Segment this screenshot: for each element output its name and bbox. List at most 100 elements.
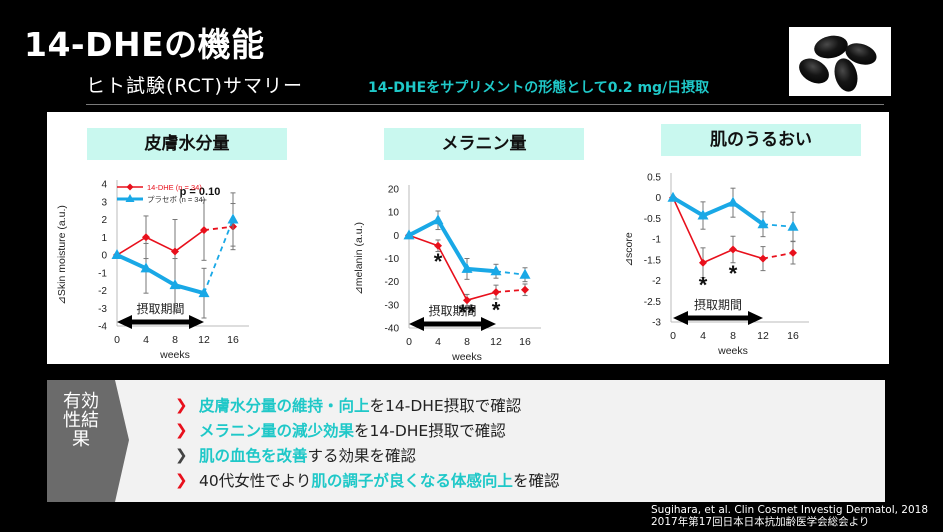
y-tick-label: 0 <box>101 251 107 262</box>
data-point-placebo <box>432 214 444 225</box>
significance-marker: ** <box>458 300 476 325</box>
x-tick-label: 0 <box>406 336 412 348</box>
y-tick-label: -1 <box>652 235 661 246</box>
y-tick-label: -1 <box>98 268 107 279</box>
data-point-dhe <box>521 285 529 294</box>
intake-note: 14-DHEをサプリメントの形態として0.2 mg/日摂取 <box>368 80 710 96</box>
result-highlight-text: 肌の調子が良くなる体感向上 <box>311 471 513 490</box>
y-tick-label: 0 <box>393 231 399 242</box>
y-axis-label: ⊿Skin moisture (a.u.) <box>56 205 68 305</box>
y-tick-label: 1 <box>101 233 107 244</box>
series-line-dhe <box>408 234 497 301</box>
y-tick-label: -1.5 <box>644 255 662 266</box>
results-tab <box>47 380 129 502</box>
x-tick-label: 0 <box>114 334 120 346</box>
charts-panel: 皮膚水分量 メラニン量 肌のうるおい 4 3 2 1 0 -1 -2 -3 -4 0 4 8 12 16 w… <box>47 112 889 364</box>
p-value-annotation: p = 0.10 <box>180 186 221 198</box>
y-tick-label: -2 <box>98 286 107 297</box>
result-item: ❯ メラニン量の減少効果 を14-DHE摂取で確認 <box>175 417 559 442</box>
data-point-dhe <box>699 258 707 267</box>
result-item: ❯ 皮膚水分量の維持・向上 を14-DHE摂取で確認 <box>175 392 559 417</box>
y-tick-label: 0 <box>655 193 661 204</box>
x-tick-label: 16 <box>519 336 531 348</box>
significance-marker: * <box>492 297 501 322</box>
header-divider <box>86 104 884 105</box>
result-text: を14-DHE摂取で確認 <box>354 421 506 440</box>
series-line-dhe <box>116 229 205 256</box>
chart-title-melanin: メラニン量 <box>384 128 584 160</box>
data-point-dhe <box>463 296 471 305</box>
series-line-placebo <box>116 253 205 296</box>
x-tick-label: 12 <box>198 334 210 346</box>
y-tick-label: -30 <box>385 300 400 311</box>
chart-skin-moisture: 4 3 2 1 0 -1 -2 -3 -4 0 4 8 12 16 weeks ⊿Skin moisture … <box>56 180 249 361</box>
result-item: ❯ 40代女性でより 肌の調子が良くなる体感向上 を確認 <box>175 467 559 492</box>
result-text: を確認 <box>512 471 560 490</box>
y-tick-label: -3 <box>98 304 107 315</box>
result-text: 40代女性でより <box>199 471 312 490</box>
x-tick-label: 12 <box>757 330 769 342</box>
y-tick-label: -4 <box>98 322 107 333</box>
data-point-dhe <box>171 247 179 256</box>
results-box: 有効性結果 ❯ 皮膚水分量の維持・向上 を14-DHE摂取で確認 ❯ メラニン量の減少効… <box>47 380 885 502</box>
significance-marker: * <box>729 261 738 286</box>
y-tick-label: -20 <box>385 277 400 288</box>
y-tick-label: -0.5 <box>644 214 662 225</box>
arrow-left-icon <box>117 315 132 329</box>
data-point-placebo <box>697 209 709 220</box>
x-tick-label: 8 <box>172 334 178 346</box>
data-point-dhe <box>789 248 797 257</box>
arrow-right-icon <box>481 317 496 331</box>
results-tab-label: 有効性結果 <box>63 391 99 450</box>
chart-title-skin-hydration: 肌のうるおい <box>661 124 861 156</box>
result-item: ❯ 肌の血色を改善 する効果を確認 <box>175 442 559 467</box>
y-axis-label: ⊿melanin (a.u.) <box>353 222 365 295</box>
reference-conference: 2017年第17回日本日本抗加齢医学会総会より <box>651 516 870 528</box>
data-point-placebo <box>519 268 531 279</box>
chart-title-skin-moisture: 皮膚水分量 <box>87 128 287 160</box>
period-label: 摂取期間 <box>136 301 184 316</box>
chevron-right-icon: ❯ <box>175 395 188 414</box>
x-tick-label: 4 <box>143 334 149 346</box>
arrow-left-icon <box>673 311 688 325</box>
x-tick-label: 8 <box>464 336 470 348</box>
x-tick-label: 4 <box>435 336 441 348</box>
significance-marker: * <box>699 273 708 298</box>
arrow-right-icon <box>189 315 204 329</box>
y-tick-label: -2.5 <box>644 297 662 308</box>
chevron-right-icon: ❯ <box>175 445 188 464</box>
y-tick-label: -3 <box>652 318 661 329</box>
data-point-placebo <box>198 287 210 298</box>
result-text: する効果を確認 <box>307 446 417 465</box>
reference: Sugihara, et al. Clin Cosmet Investig De… <box>651 504 928 528</box>
x-tick-label: 16 <box>227 334 239 346</box>
y-tick-label: -2 <box>652 276 661 287</box>
x-axis-label: weeks <box>159 349 190 361</box>
period-label: 摂取期間 <box>694 297 742 312</box>
results-list: ❯ 皮膚水分量の維持・向上 を14-DHE摂取で確認 ❯ メラニン量の減少効果 を14-D… <box>175 392 559 492</box>
y-tick-label: -40 <box>385 324 400 335</box>
chart-skin-hydration: 0.5 0 -0.5 -1 -1.5 -2 -2.5 -3 0 4 8 12 16 weeks ⊿score… <box>623 173 809 357</box>
data-point-placebo <box>667 191 679 202</box>
data-point-placebo <box>787 220 799 231</box>
data-point-placebo <box>727 196 739 207</box>
y-axis-label: ⊿score <box>623 232 635 267</box>
data-point-placebo <box>140 262 152 273</box>
legend-label: 14-DHE (n = 34) <box>147 183 202 192</box>
arrow-right-icon <box>748 311 763 325</box>
series-line-followup <box>762 223 794 228</box>
data-point-placebo <box>461 262 473 273</box>
data-point-placebo <box>169 279 181 290</box>
series-line-followup <box>203 225 234 232</box>
period-label: 摂取期間 <box>428 303 476 318</box>
x-axis-label: weeks <box>451 351 482 363</box>
x-tick-label: 8 <box>730 330 736 342</box>
result-text: を14-DHE摂取で確認 <box>369 396 522 415</box>
legend-marker-placebo <box>125 194 135 202</box>
series-line-placebo <box>671 195 765 226</box>
data-point-dhe <box>759 254 767 263</box>
legend-label: プラセボ (n = 34) <box>147 195 206 204</box>
data-point-placebo <box>111 249 123 259</box>
x-tick-label: 4 <box>700 330 706 342</box>
data-point-placebo <box>757 218 769 229</box>
